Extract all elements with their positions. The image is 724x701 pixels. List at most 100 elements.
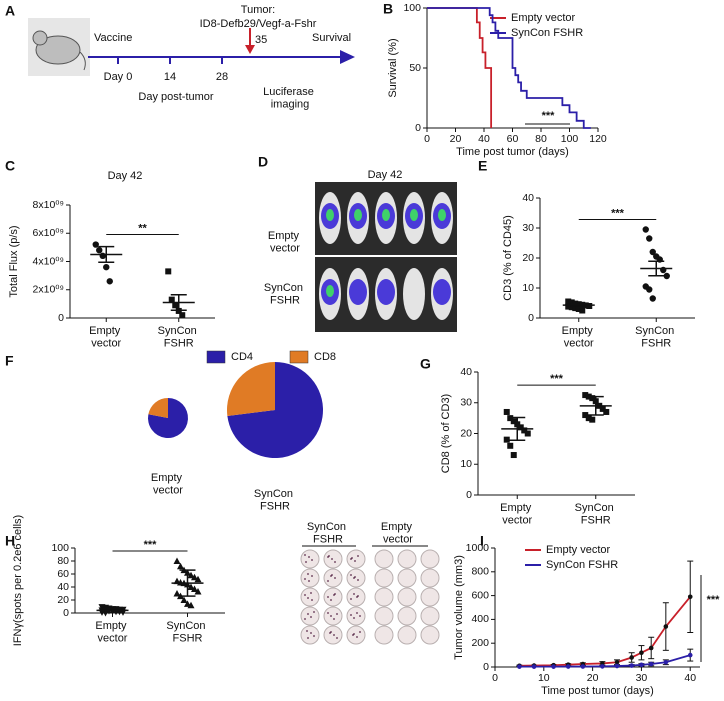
data-point	[646, 286, 653, 293]
y-tick-label: 0	[483, 661, 489, 673]
data-point	[568, 304, 575, 311]
elispot-well	[420, 568, 440, 588]
elispot-spot	[359, 615, 361, 617]
elispot-well	[323, 606, 343, 626]
significance-label: **	[138, 222, 147, 234]
luminescence-core	[410, 209, 418, 221]
significance-label: ***	[611, 207, 625, 219]
y-tick-label: 40	[522, 192, 534, 204]
elispot-spot	[330, 631, 332, 633]
elispot-spot	[351, 557, 353, 559]
row-label: Empty vector	[268, 230, 302, 255]
data-point	[575, 306, 582, 312]
elispot-well	[420, 606, 440, 626]
y-tick-label: 40	[57, 581, 69, 593]
y-tick-label: 0	[528, 312, 534, 324]
x-tick-label: Empty vector	[562, 325, 596, 350]
elispot-spot	[336, 613, 338, 615]
elispot-spot	[357, 555, 359, 557]
x-tick-label: 40	[478, 133, 490, 145]
data-point	[600, 664, 605, 669]
data-point	[646, 235, 653, 242]
elispot-spot	[331, 574, 333, 576]
panel-letter: G	[420, 356, 431, 372]
data-point	[639, 650, 644, 656]
elispot-spot	[313, 611, 315, 613]
y-tick-label: 1000	[466, 542, 490, 554]
data-point	[565, 298, 572, 305]
elispot-spot	[328, 555, 330, 557]
legend-label: SynCon FSHR	[511, 27, 583, 39]
annotation: ***	[542, 110, 556, 122]
data-point	[663, 624, 669, 629]
panel-letter: E	[478, 158, 487, 174]
mouse-ear	[32, 30, 48, 46]
y-tick-label: 80	[57, 555, 69, 567]
data-point	[503, 436, 510, 443]
data-point	[531, 664, 537, 669]
timeline-label: Vaccine	[94, 32, 132, 44]
y-tick-label: 30	[460, 397, 472, 409]
data-point	[648, 645, 654, 651]
elispot-spot	[304, 594, 306, 596]
elispot-spot	[307, 597, 309, 599]
elispot-spot	[331, 558, 333, 560]
plate-label: Empty vector	[381, 521, 415, 546]
timeline-label: Tumor:	[241, 4, 275, 16]
x-tick-label: SynCon FSHR	[166, 620, 208, 645]
elispot-well	[346, 568, 366, 588]
elispot-well	[300, 568, 320, 588]
elispot-spot	[307, 613, 309, 615]
elispot-spot	[310, 616, 312, 618]
elispot-well	[346, 606, 366, 626]
elispot-spot	[354, 560, 356, 562]
data-point	[510, 452, 517, 459]
data-point	[168, 296, 175, 303]
y-tick-label: 30	[522, 222, 534, 234]
y-tick-label: 2x10⁰⁹	[33, 284, 64, 296]
data-point	[568, 299, 575, 306]
data-point	[99, 252, 106, 260]
luminescence-core	[354, 209, 362, 221]
timeline-label: Day 0	[104, 71, 133, 83]
row-label: SynCon FSHR	[264, 282, 306, 307]
data-point	[191, 585, 198, 592]
elispot-well	[374, 606, 394, 626]
legend-label: Empty vector	[546, 544, 611, 556]
y-axis-label: Total Flux (p/s)	[8, 225, 20, 297]
mouse-body	[35, 35, 81, 65]
elispot-spot	[308, 556, 310, 558]
x-tick-label: 0	[424, 133, 430, 145]
elispot-well	[323, 549, 343, 569]
data-point	[92, 241, 99, 248]
data-point	[648, 661, 654, 667]
x-tick-label: 120	[589, 133, 607, 145]
elispot-spot	[357, 579, 359, 581]
elispot-spot	[350, 614, 352, 616]
data-point	[687, 652, 693, 658]
data-point	[194, 588, 202, 595]
elispot-spot	[353, 593, 355, 595]
tumor-arrowhead	[245, 45, 255, 54]
data-point	[187, 601, 195, 609]
elispot-well	[397, 606, 417, 626]
elispot-well	[346, 549, 366, 569]
elispot-well	[397, 568, 417, 588]
data-point	[589, 416, 596, 423]
elispot-spot	[306, 630, 308, 632]
y-tick-label: 10	[460, 458, 472, 470]
x-tick-label: Empty vector	[95, 620, 129, 645]
series-line	[519, 596, 691, 667]
series-line	[519, 654, 691, 668]
pie-slice	[148, 398, 168, 418]
timeline-label: Luciferase imaging	[263, 86, 317, 111]
data-point	[187, 583, 195, 590]
elispot-well	[374, 549, 394, 569]
elispot-spot	[336, 637, 338, 639]
timeline-arrowhead	[340, 50, 355, 64]
y-axis-label: CD8 (% of CD3)	[440, 394, 452, 473]
legend-label: Empty vector	[511, 12, 576, 24]
x-tick-label: 40	[684, 672, 696, 684]
pie-slice	[227, 362, 275, 417]
data-point	[649, 248, 656, 256]
